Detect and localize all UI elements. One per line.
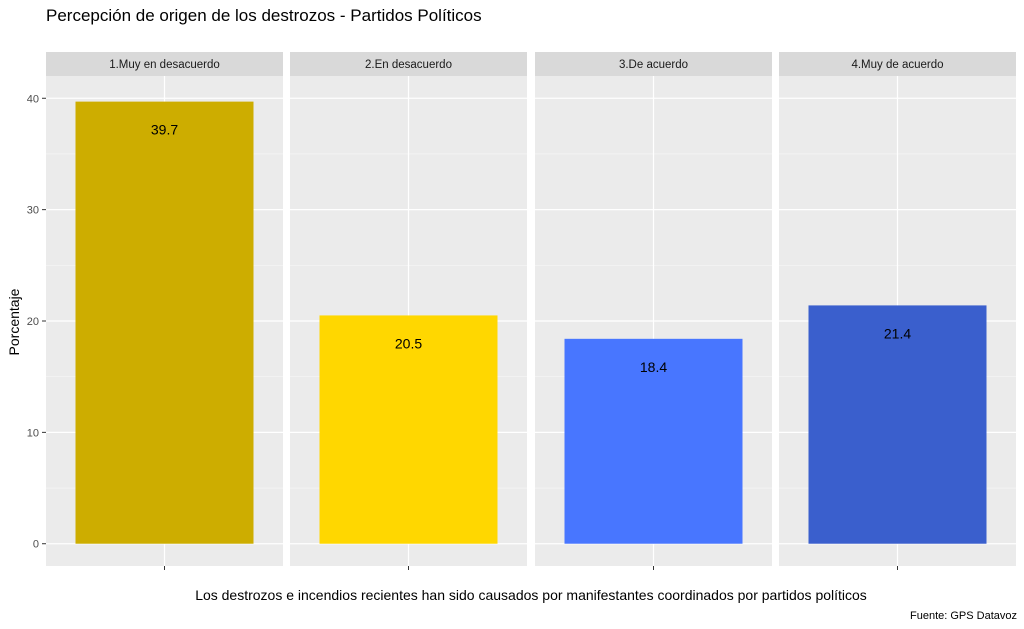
y-axis-title: Porcentaje (6, 288, 22, 355)
source-caption: Fuente: GPS Datavoz (910, 610, 1017, 622)
y-tick-label: 20 (27, 316, 39, 328)
facet-strip (779, 52, 1016, 76)
facet-strip (46, 52, 283, 76)
bar-value-label: 20.5 (395, 335, 422, 351)
bar (808, 305, 987, 544)
bar (564, 338, 743, 544)
x-axis-title: Los destrozos e incendios recientes han … (195, 587, 867, 603)
y-tick-label: 30 (27, 205, 39, 217)
y-axis: 0 10 20 30 40 (27, 93, 46, 551)
facet-strip-label: 3.De acuerdo (619, 59, 688, 71)
bar-value-label: 18.4 (640, 359, 667, 375)
facet-strip (290, 52, 527, 76)
chart-title: Percepción de origen de los destrozos - … (46, 6, 482, 25)
facet-panel: 1.Muy en desacuerdo 39.7 (46, 52, 283, 570)
facet-strip (535, 52, 772, 76)
facet-panel: 4.Muy de acuerdo 21.4 (779, 52, 1016, 570)
facet-panels: 1.Muy en desacuerdo 39.7 2.En desacuerdo 20… (46, 52, 1016, 570)
facet-panel: 3.De acuerdo 18.4 (535, 52, 772, 570)
y-tick-label: 10 (27, 427, 39, 439)
bar (75, 101, 254, 544)
y-tick-label: 0 (33, 539, 39, 551)
bar-value-label: 21.4 (884, 325, 911, 341)
facet-panel: 2.En desacuerdo 20.5 (290, 52, 527, 570)
bar-value-label: 39.7 (151, 122, 178, 138)
bar (319, 315, 498, 544)
facet-strip-label: 1.Muy en desacuerdo (109, 59, 220, 71)
facet-strip-label: 4.Muy de acuerdo (851, 59, 943, 71)
facet-strip-label: 2.En desacuerdo (365, 59, 452, 71)
y-tick-label: 40 (27, 93, 39, 105)
